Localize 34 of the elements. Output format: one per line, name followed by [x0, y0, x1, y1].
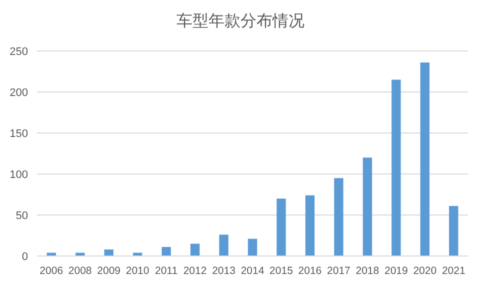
bar — [248, 238, 258, 256]
bar — [449, 206, 458, 256]
bar — [276, 198, 286, 256]
x-tick-label: 2014 — [240, 265, 264, 277]
x-tick-label: 2020 — [413, 265, 437, 277]
x-tick-label: 2018 — [356, 265, 380, 277]
x-tick-label: 2011 — [155, 265, 178, 277]
bar — [392, 80, 401, 256]
x-tick-label: 2019 — [384, 265, 408, 277]
y-tick-label: 250 — [10, 46, 28, 58]
bar — [190, 244, 200, 256]
bar — [305, 195, 315, 256]
y-tick-label: 150 — [10, 128, 28, 140]
x-tick-label: 2009 — [97, 265, 121, 277]
bar — [104, 249, 114, 256]
x-tick-label: 2010 — [126, 265, 150, 277]
bar — [362, 158, 372, 256]
x-tick-label: 2012 — [183, 265, 207, 277]
y-tick-label: 100 — [10, 169, 28, 181]
y-tick-label: 50 — [16, 210, 28, 222]
x-tick-label: 2016 — [298, 265, 322, 277]
bar — [219, 234, 228, 256]
bar — [162, 246, 171, 256]
bar — [420, 62, 430, 256]
x-tick-label: 2021 — [442, 265, 466, 277]
x-tick-label: 2008 — [68, 265, 92, 277]
bar — [334, 178, 344, 256]
x-tick-label: 2006 — [40, 265, 64, 277]
y-tick-label: 200 — [10, 87, 28, 99]
chart-title: 车型年款分布情况 — [176, 12, 304, 30]
y-tick-label: 0 — [22, 251, 28, 263]
x-tick-label: 2017 — [327, 265, 351, 277]
x-tick-label: 2015 — [270, 265, 294, 277]
x-tick-label: 2013 — [212, 265, 236, 277]
